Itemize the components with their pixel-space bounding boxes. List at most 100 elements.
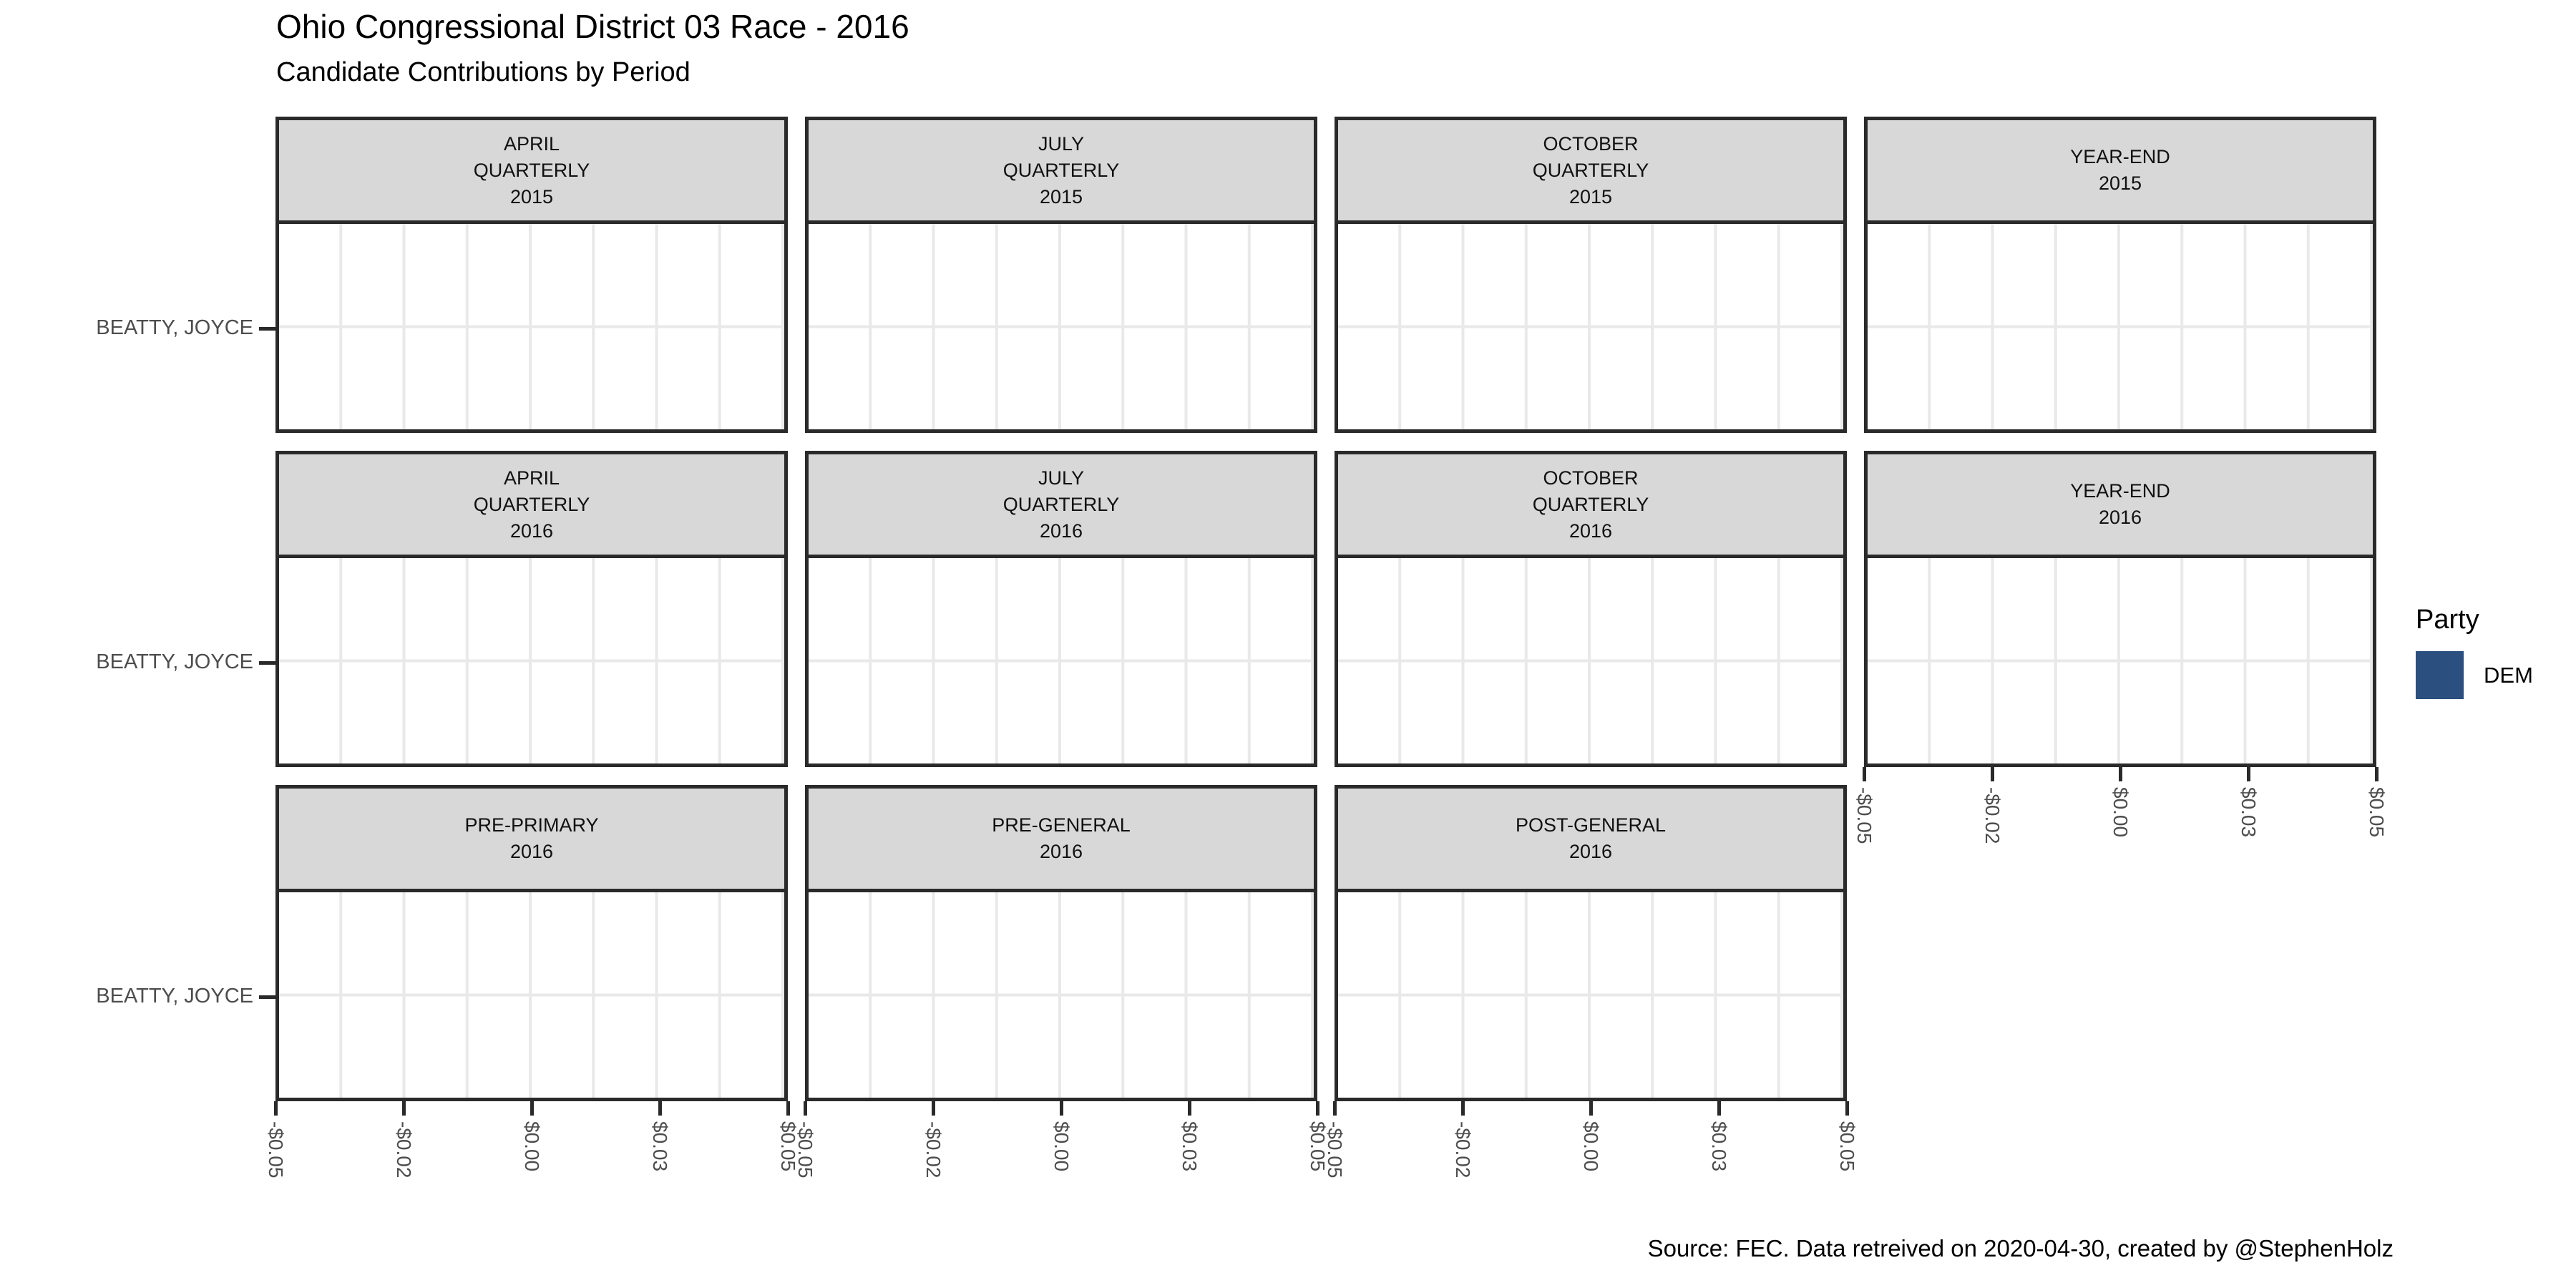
x-axis-tick-label: $0.00 (1050, 1121, 1073, 1172)
x-axis-tick (2247, 767, 2250, 781)
strip-label-line: YEAR-END (2070, 480, 2170, 502)
x-axis-tick-label: -$0.02 (393, 1121, 415, 1179)
facet-strip: JULY QUARTERLY 2015 (805, 117, 1317, 224)
facet-panel (275, 889, 788, 1101)
x-axis-tick (274, 1101, 278, 1116)
strip-label-line: QUARTERLY (473, 159, 590, 181)
facet-strip: APRIL QUARTERLY 2015 (275, 117, 788, 224)
strip-label-line: PRE-GENERAL (992, 814, 1131, 836)
x-axis-tick (1717, 1101, 1721, 1116)
x-axis-tick (1863, 767, 1866, 781)
facet-panel (1335, 220, 1847, 433)
x-axis-tick-label: -$0.05 (265, 1121, 287, 1179)
strip-label-line: 2016 (1039, 519, 1083, 542)
x-axis-tick (1188, 1101, 1191, 1116)
x-axis-tick (2375, 767, 2379, 781)
x-axis-tick-label: $0.03 (1708, 1121, 1730, 1172)
facet-row-2016-quarters: APRIL QUARTERLY 2016 JULY QUARTERLY 2016… (275, 451, 2376, 767)
x-axis: -$0.05 -$0.02 $0.00 $0.03 $0.05 (1324, 1101, 1858, 1230)
facet-strip: PRE-GENERAL 2016 (805, 785, 1317, 892)
x-axis-tick (1333, 1101, 1337, 1116)
strip-label-line: QUARTERLY (473, 493, 590, 515)
x-axis-tick-label: -$0.05 (794, 1121, 816, 1179)
x-axis-tick (786, 1101, 790, 1116)
facet-strip: YEAR-END 2015 (1864, 117, 2376, 224)
legend-title: Party (2416, 605, 2479, 635)
strip-label-line: QUARTERLY (1002, 493, 1120, 515)
y-axis-label-row3: BEATTY, JOYCE (96, 985, 253, 1008)
facet-cell: OCTOBER QUARTERLY 2015 (1335, 117, 1847, 433)
strip-label-line: 2016 (1568, 519, 1613, 542)
facet-cell: PRE-GENERAL 2016 (805, 785, 1317, 1101)
x-axis-tick (1461, 1101, 1465, 1116)
x-axis-tick (804, 1101, 807, 1116)
facet-cell: JULY QUARTERLY 2016 (805, 451, 1317, 767)
facet-strip: OCTOBER QUARTERLY 2016 (1335, 451, 1847, 558)
x-axis-tick (658, 1101, 662, 1116)
strip-label-line: 2016 (1039, 841, 1083, 862)
facet-cell: POST-GENERAL 2016 (1335, 785, 1847, 1101)
x-axis-tick (402, 1101, 406, 1116)
x-axis: -$0.05 -$0.02 $0.00 $0.03 $0.05 (265, 1101, 799, 1230)
facet-strip: OCTOBER QUARTERLY 2015 (1335, 117, 1847, 224)
legend-item-dem: DEM (2416, 651, 2533, 699)
x-axis-tick-label: $0.03 (1179, 1121, 1201, 1172)
strip-label-line: JULY (1038, 467, 1085, 489)
x-axis-tick (932, 1101, 935, 1116)
strip-label-line: POST-GENERAL (1515, 814, 1667, 836)
facet-strip: APRIL QUARTERLY 2016 (275, 451, 788, 558)
y-axis-tick (259, 661, 275, 665)
facet-cell: PRE-PRIMARY 2016 (275, 785, 788, 1101)
facet-panel (1335, 555, 1847, 767)
x-axis: -$0.05 -$0.02 $0.00 $0.03 $0.05 (1853, 767, 2388, 896)
y-axis-tick (259, 995, 275, 999)
facet-panel (1864, 555, 2376, 767)
y-axis-tick (259, 327, 275, 331)
x-axis-tick-label: -$0.02 (922, 1121, 945, 1179)
source-caption: Source: FEC. Data retreived on 2020-04-3… (1647, 1235, 2394, 1262)
strip-label-line: 2015 (1039, 185, 1083, 208)
x-axis-tick-label: $0.05 (1836, 1121, 1858, 1172)
facet-row-2016-elections: PRE-PRIMARY 2016 PRE-GENERAL 2016 POST-G… (275, 785, 2376, 1101)
x-axis-tick-label: $0.00 (2109, 787, 2132, 838)
x-axis-tick-label: -$0.02 (1981, 787, 2004, 844)
strip-label-line: QUARTERLY (1532, 159, 1649, 181)
strip-label-line: 2016 (509, 841, 554, 862)
strip-label-line: YEAR-END (2070, 146, 2170, 167)
facet-strip: POST-GENERAL 2016 (1335, 785, 1847, 892)
strip-label-line: PRE-PRIMARY (464, 814, 599, 836)
strip-label-line: JULY (1038, 132, 1085, 155)
x-axis-tick-label: -$0.02 (1452, 1121, 1474, 1179)
facet-strip: PRE-PRIMARY 2016 (275, 785, 788, 892)
x-axis-tick-label: -$0.05 (1853, 787, 1875, 844)
strip-label-line: APRIL (503, 467, 560, 489)
strip-label-line: OCTOBER (1543, 132, 1639, 155)
facet-cell: OCTOBER QUARTERLY 2016 (1335, 451, 1847, 767)
page-title: Ohio Congressional District 03 Race - 20… (276, 8, 909, 45)
x-axis-tick-label: $0.03 (2238, 787, 2260, 838)
x-axis-tick-label: $0.00 (521, 1121, 543, 1172)
strip-label-line: 2016 (2098, 507, 2142, 528)
facet-panel (1335, 889, 1847, 1101)
x-axis-tick-label: -$0.05 (1324, 1121, 1346, 1179)
strip-label-line: QUARTERLY (1002, 159, 1120, 181)
strip-label-line: 2016 (1568, 841, 1613, 862)
x-axis-tick-label: $0.00 (1580, 1121, 1602, 1172)
facet-strip: JULY QUARTERLY 2016 (805, 451, 1317, 558)
legend: Party DEM (2416, 605, 2533, 699)
x-axis-tick (530, 1101, 534, 1116)
strip-label-line: 2015 (509, 185, 554, 208)
strip-label-line: OCTOBER (1543, 467, 1639, 489)
x-axis-tick (1060, 1101, 1063, 1116)
facet-panel (275, 555, 788, 767)
facet-cell: JULY QUARTERLY 2015 (805, 117, 1317, 433)
strip-label-line: QUARTERLY (1532, 493, 1649, 515)
x-axis-tick (1316, 1101, 1319, 1116)
y-axis-label-row1: BEATTY, JOYCE (96, 316, 253, 339)
facet-panel (1864, 220, 2376, 433)
facet-strip: YEAR-END 2016 (1864, 451, 2376, 558)
y-axis-label-row2: BEATTY, JOYCE (96, 650, 253, 673)
strip-label-line: APRIL (503, 132, 560, 155)
x-axis-tick-label: $0.03 (649, 1121, 671, 1172)
facet-panel (275, 220, 788, 433)
